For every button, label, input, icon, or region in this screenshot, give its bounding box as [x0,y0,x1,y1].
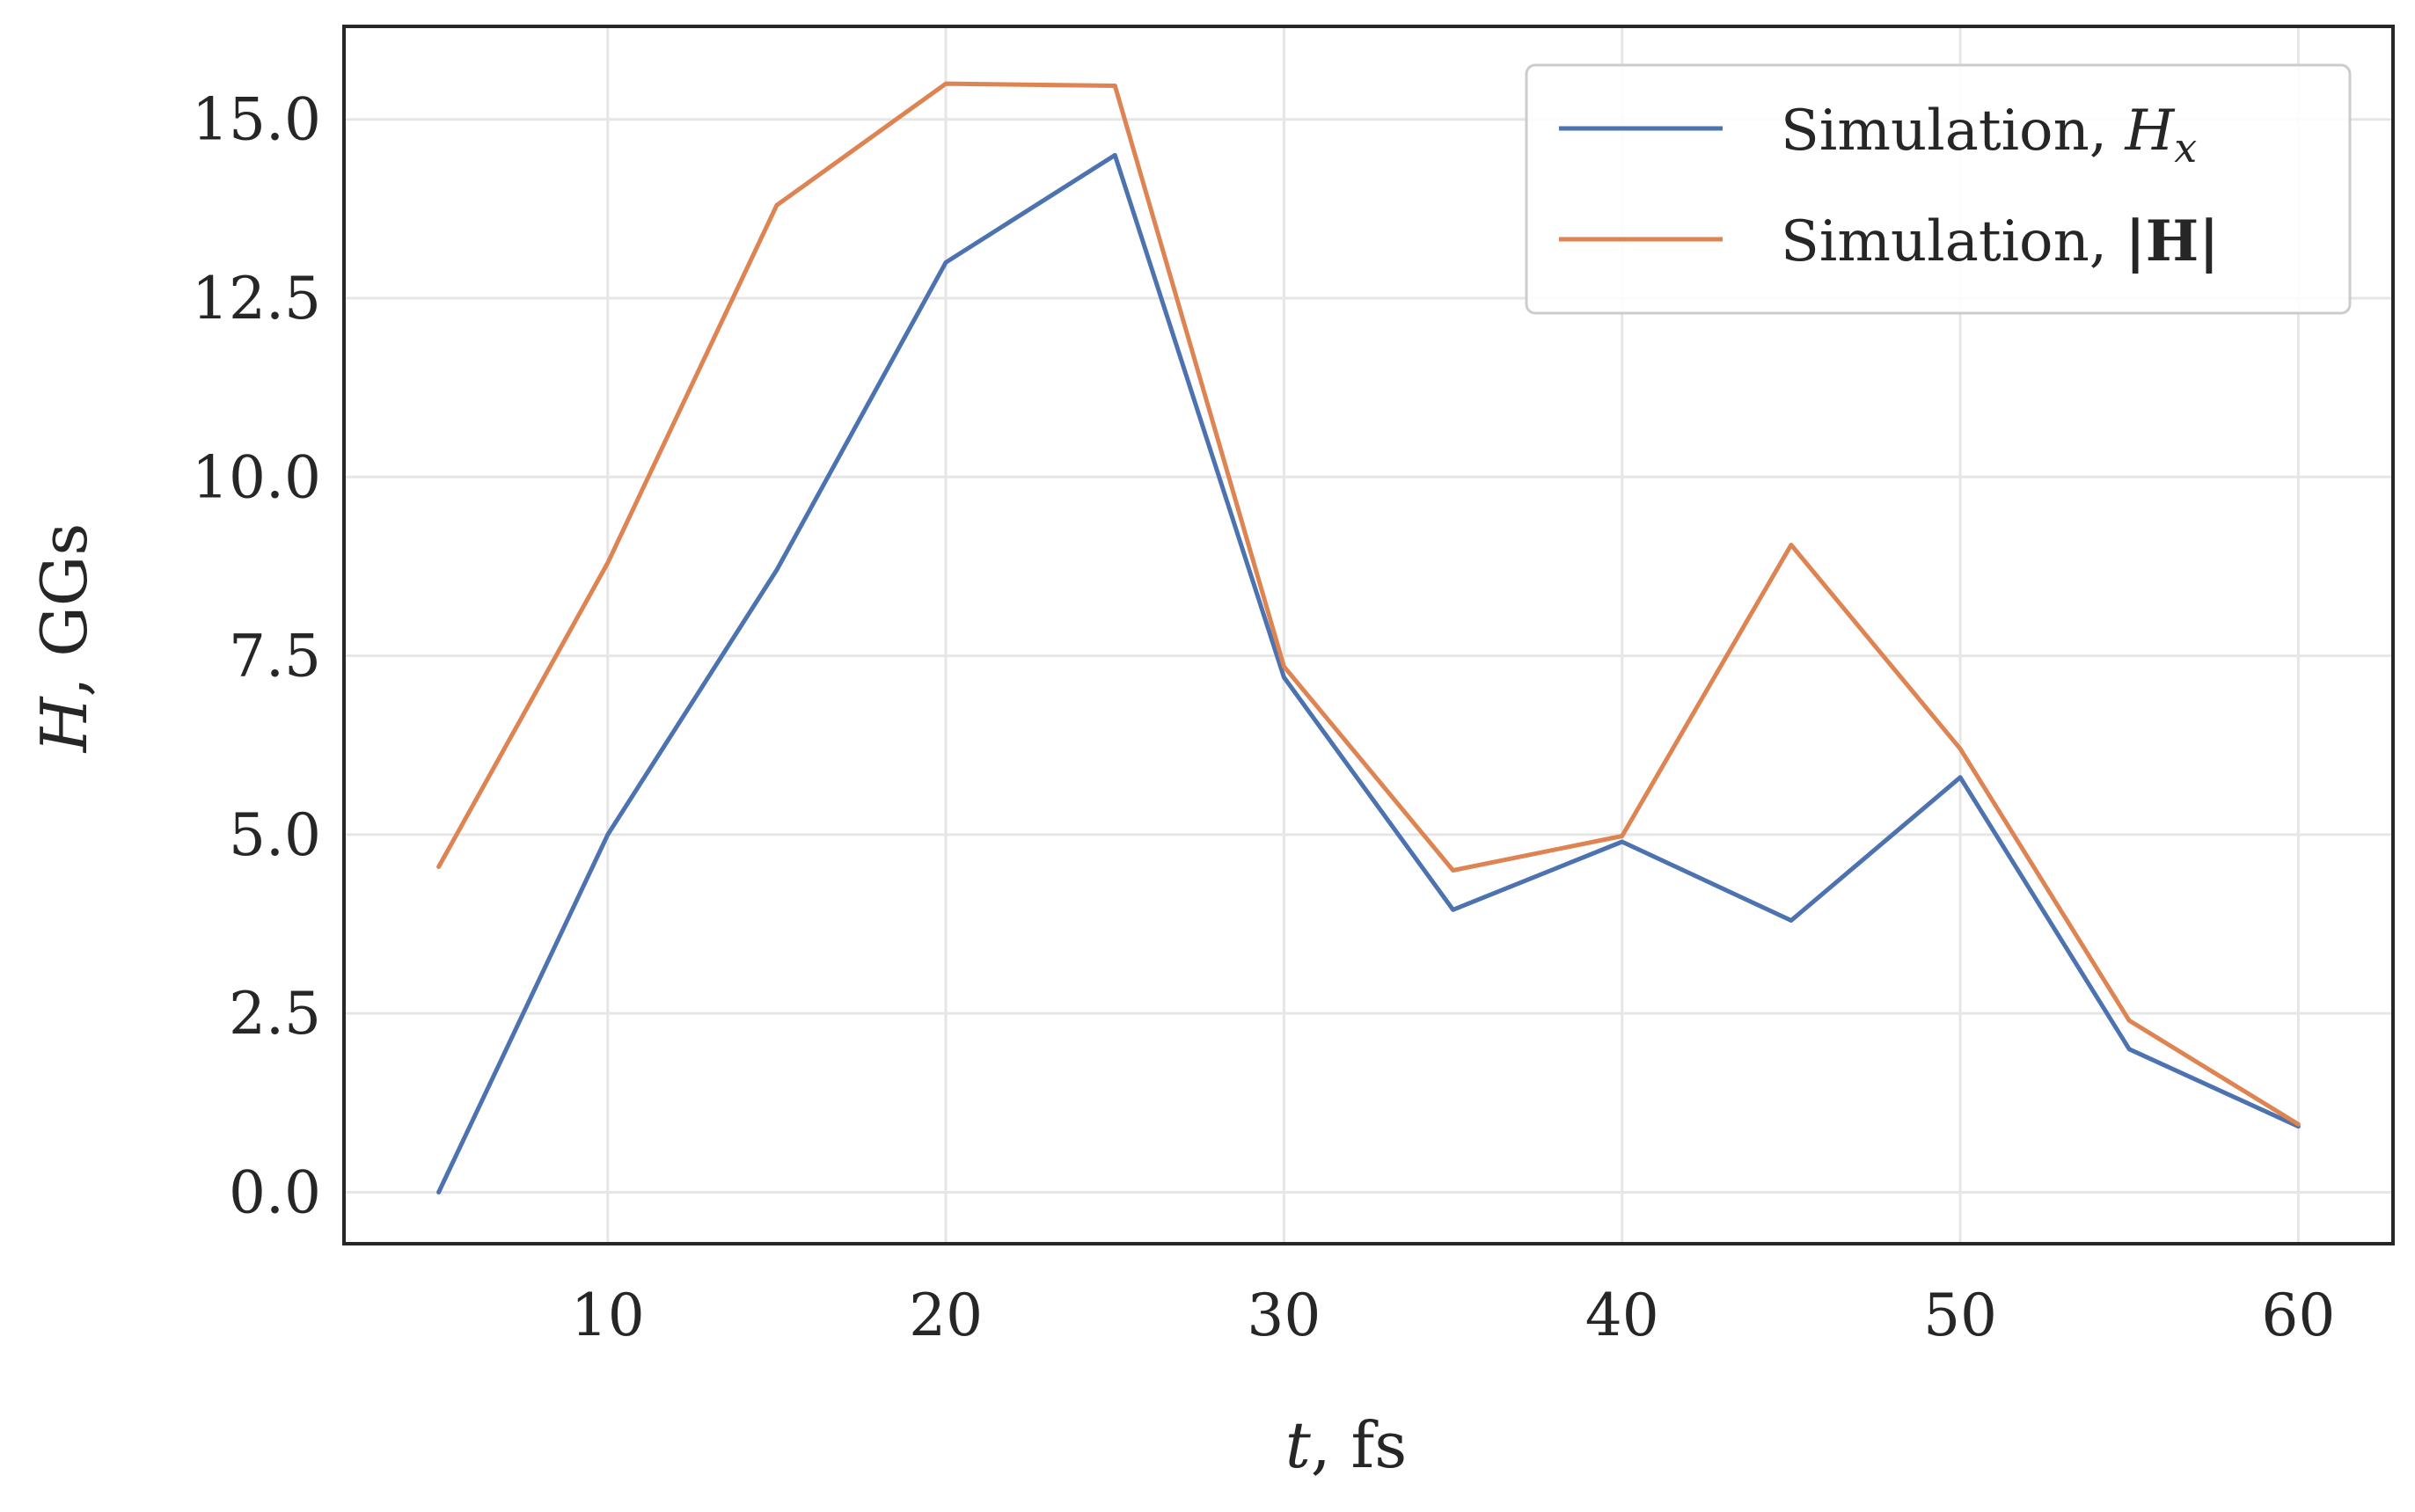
series-line-hx [436,152,2301,1194]
series-line-habs [436,81,2301,1127]
x-tick-label: 30 [1247,1282,1321,1349]
legend-entry-hx-prefix: Simulation, [1781,99,2125,164]
y-tick-label: 2.5 [229,980,321,1048]
x-tick-labels: 10 20 30 40 50 60 [571,1282,2336,1349]
legend-entry-habs-prefix: Simulation, [1781,209,2125,274]
grid [344,26,2393,1244]
y-tick-label: 10.0 [192,443,321,511]
y-tick-labels: 0.0 2.5 5.0 7.5 10.0 12.5 15.0 [192,86,321,1227]
x-axis-label-variable: t [1285,1408,1312,1482]
x-tick-label: 40 [1585,1282,1659,1349]
series-group [436,81,2301,1194]
y-tick-label: 5.0 [229,801,321,869]
x-tick-label: 20 [909,1282,983,1349]
y-tick-label: 15.0 [192,86,321,154]
legend-box [1525,63,2352,315]
plot-frame [342,25,2395,1245]
y-tick-label: 0.0 [229,1158,321,1226]
y-axis-label-unit: , GGs [27,523,101,698]
x-axis-label: t, fs [1285,1408,1407,1482]
x-tick-label: 10 [571,1282,645,1349]
x-axis-label-unit: , fs [1311,1408,1407,1482]
legend-entry-hx-symbol: H [2124,99,2175,164]
legend-entry-hx-subscript: x [2174,124,2197,172]
x-tick-label: 50 [1923,1282,1997,1349]
legend-entry-habs: Simulation, |H| [1781,208,2220,274]
y-tick-label: 12.5 [192,265,321,332]
x-tick-label: 60 [2261,1282,2335,1349]
legend-entry-habs-symbol: |H| [2125,208,2219,274]
legend: Simulation, Hx Simulation, |H| [1525,63,2352,315]
y-axis-label-variable: H [27,696,101,754]
y-tick-label: 7.5 [229,623,321,690]
legend-entry-hx: Simulation, Hx [1781,99,2197,172]
y-axis-label: H, GGs [27,523,101,755]
